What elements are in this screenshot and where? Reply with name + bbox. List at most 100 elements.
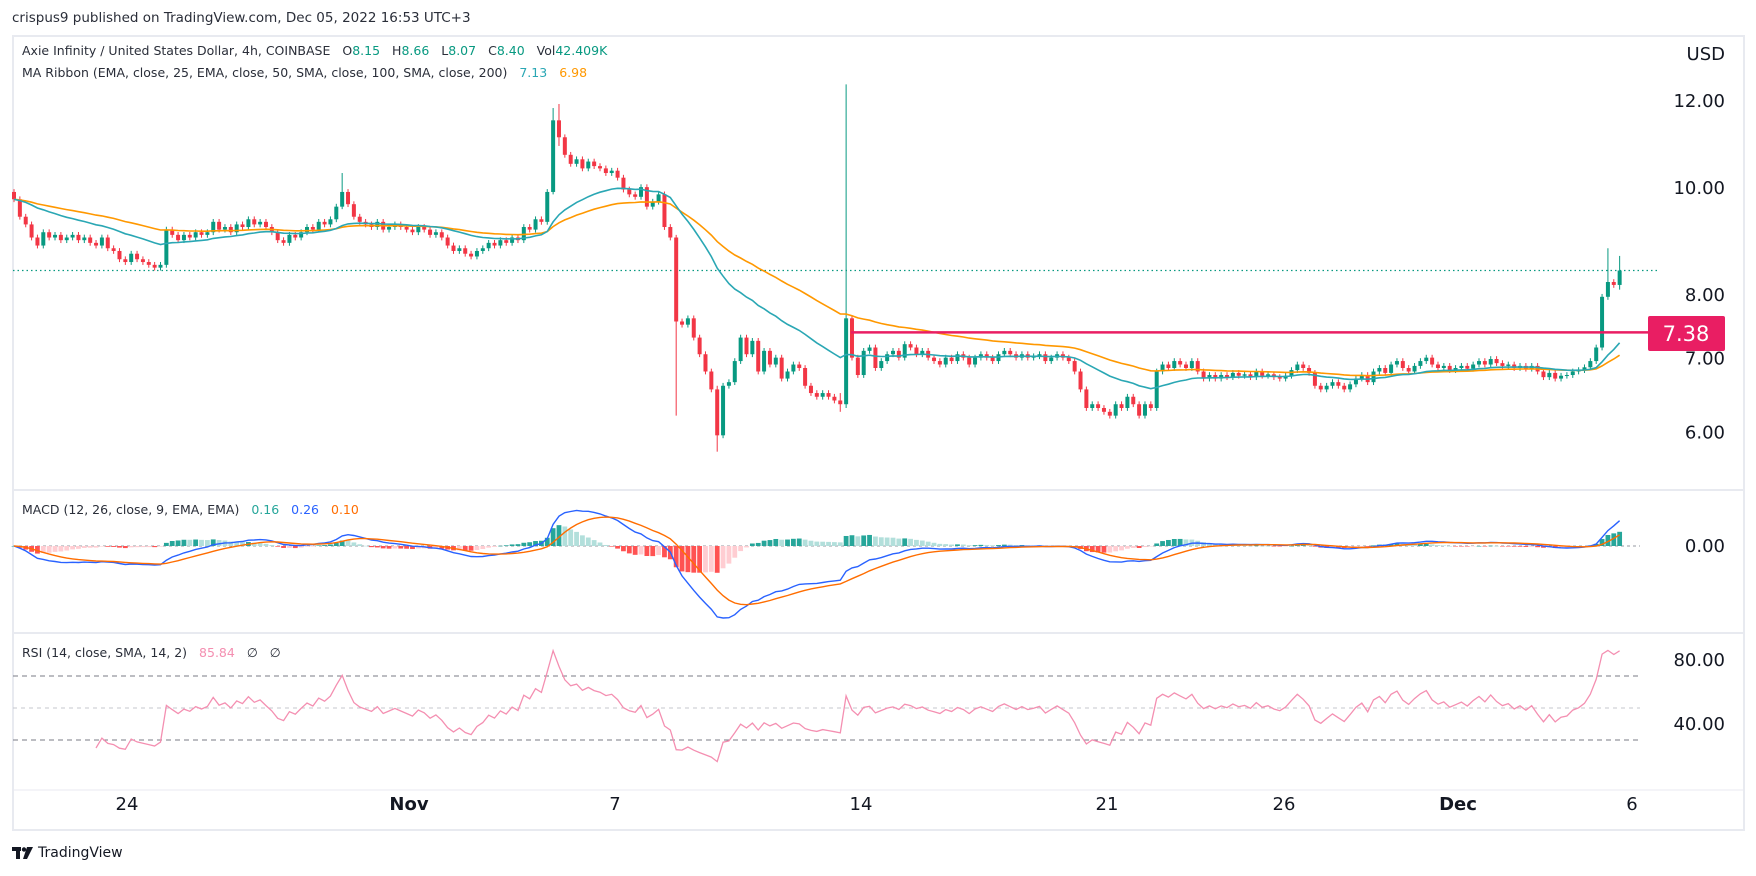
candle[interactable] bbox=[744, 334, 749, 358]
candle[interactable] bbox=[240, 221, 245, 230]
candle[interactable] bbox=[826, 390, 831, 400]
candle[interactable] bbox=[1389, 361, 1394, 376]
candle[interactable] bbox=[990, 354, 995, 364]
candle[interactable] bbox=[861, 348, 866, 378]
candle[interactable] bbox=[1406, 365, 1411, 375]
candle[interactable] bbox=[176, 232, 181, 244]
candle[interactable] bbox=[1166, 361, 1171, 371]
candle[interactable] bbox=[480, 245, 485, 254]
candle[interactable] bbox=[691, 315, 696, 341]
candle[interactable] bbox=[252, 216, 257, 228]
candle[interactable] bbox=[615, 167, 620, 181]
candle[interactable] bbox=[346, 189, 351, 208]
candle[interactable] bbox=[1359, 372, 1364, 382]
candle[interactable] bbox=[187, 232, 192, 241]
candle[interactable] bbox=[1348, 381, 1353, 393]
candle[interactable] bbox=[1084, 386, 1089, 411]
candle[interactable] bbox=[556, 104, 561, 146]
candle[interactable] bbox=[1201, 368, 1206, 382]
candle[interactable] bbox=[140, 256, 145, 265]
candle[interactable] bbox=[703, 351, 708, 375]
candle[interactable] bbox=[234, 221, 239, 236]
candle[interactable] bbox=[1441, 363, 1446, 371]
candle[interactable] bbox=[592, 158, 597, 169]
candle[interactable] bbox=[633, 191, 638, 200]
footer-logo[interactable]: TradingView bbox=[12, 845, 123, 861]
candle[interactable] bbox=[258, 218, 263, 228]
candle[interactable] bbox=[510, 234, 515, 246]
candle[interactable] bbox=[129, 250, 134, 265]
candle[interactable] bbox=[721, 382, 726, 439]
rsi-pane[interactable] bbox=[13, 648, 1640, 763]
candle[interactable] bbox=[943, 354, 948, 368]
candle[interactable] bbox=[785, 368, 790, 382]
candle[interactable] bbox=[1096, 401, 1101, 411]
candle[interactable] bbox=[562, 134, 567, 158]
candle[interactable] bbox=[111, 245, 116, 254]
candle[interactable] bbox=[1400, 358, 1405, 371]
candle[interactable] bbox=[170, 226, 175, 238]
candle[interactable] bbox=[1412, 363, 1417, 375]
candle[interactable] bbox=[1148, 401, 1153, 411]
candle[interactable] bbox=[1342, 382, 1347, 393]
candle[interactable] bbox=[885, 351, 890, 364]
candle[interactable] bbox=[433, 229, 438, 238]
candle[interactable] bbox=[580, 156, 585, 172]
candle[interactable] bbox=[1541, 368, 1546, 381]
candle[interactable] bbox=[662, 191, 667, 230]
candle[interactable] bbox=[1435, 361, 1440, 371]
candle[interactable] bbox=[568, 151, 573, 167]
candle[interactable] bbox=[457, 245, 462, 254]
candle[interactable] bbox=[1559, 372, 1564, 382]
candle[interactable] bbox=[767, 348, 772, 368]
candle[interactable] bbox=[849, 315, 854, 361]
candle[interactable] bbox=[1172, 358, 1177, 371]
price-pane[interactable] bbox=[12, 84, 1660, 452]
candle[interactable] bbox=[1605, 248, 1610, 300]
candle[interactable] bbox=[64, 234, 69, 244]
macd-pane[interactable] bbox=[11, 509, 1640, 619]
candle[interactable] bbox=[351, 201, 356, 220]
candle[interactable] bbox=[1072, 358, 1077, 375]
candle[interactable] bbox=[709, 368, 714, 393]
candle[interactable] bbox=[35, 234, 40, 249]
candle[interactable] bbox=[551, 108, 556, 195]
candle[interactable] bbox=[58, 232, 63, 244]
candle[interactable] bbox=[1564, 372, 1569, 379]
candle[interactable] bbox=[779, 354, 784, 382]
candle[interactable] bbox=[1295, 361, 1300, 373]
candle[interactable] bbox=[322, 218, 327, 228]
candle[interactable] bbox=[1371, 368, 1376, 386]
candle[interactable] bbox=[1424, 354, 1429, 364]
candle[interactable] bbox=[674, 234, 679, 416]
candle[interactable] bbox=[76, 232, 81, 244]
candle[interactable] bbox=[1107, 408, 1112, 419]
candle[interactable] bbox=[1037, 351, 1042, 360]
candle[interactable] bbox=[955, 351, 960, 364]
candle[interactable] bbox=[932, 354, 937, 364]
candle[interactable] bbox=[47, 229, 52, 241]
candle[interactable] bbox=[340, 173, 345, 210]
candle[interactable] bbox=[838, 393, 843, 412]
candle[interactable] bbox=[23, 213, 28, 228]
candle[interactable] bbox=[1588, 358, 1593, 371]
candle[interactable] bbox=[117, 248, 122, 263]
candle[interactable] bbox=[105, 234, 110, 252]
candle[interactable] bbox=[1582, 364, 1587, 373]
candle[interactable] bbox=[791, 361, 796, 375]
candle[interactable] bbox=[445, 234, 450, 249]
candle[interactable] bbox=[474, 248, 479, 260]
candle[interactable] bbox=[1430, 354, 1435, 368]
candle[interactable] bbox=[410, 226, 415, 236]
candle[interactable] bbox=[328, 216, 333, 228]
candle[interactable] bbox=[873, 344, 878, 371]
candle[interactable] bbox=[1154, 368, 1159, 411]
candle[interactable] bbox=[99, 234, 104, 249]
candle[interactable] bbox=[1137, 401, 1142, 419]
candle[interactable] bbox=[158, 261, 163, 271]
candle[interactable] bbox=[1488, 356, 1493, 368]
candle[interactable] bbox=[732, 358, 737, 386]
candle[interactable] bbox=[1142, 401, 1147, 419]
candle[interactable] bbox=[574, 156, 579, 167]
rsi-legend[interactable]: RSI (14, close, SMA, 14, 2) 85.84 ∅ ∅ bbox=[22, 645, 281, 660]
